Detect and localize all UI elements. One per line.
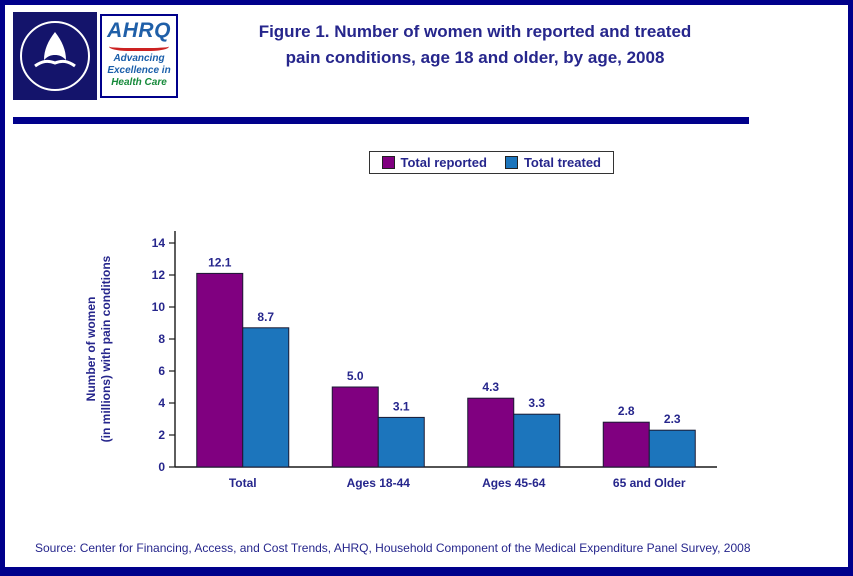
- logo-group: AHRQ Advancing Excellence in Health Care: [13, 12, 178, 100]
- ahrq-tagline-line3: Health Care: [111, 77, 167, 88]
- legend-item: Total treated: [504, 155, 601, 170]
- bar-value-label: 2.3: [664, 412, 681, 426]
- bar-reported: [196, 272, 244, 468]
- bar-value-label: 2.8: [618, 404, 635, 418]
- legend-item: Total reported: [381, 155, 487, 170]
- figure-title: Figure 1. Number of women with reported …: [175, 19, 775, 71]
- bar-chart: Number of women(in millions) with pain c…: [84, 231, 717, 490]
- header-divider: [13, 117, 749, 124]
- bar-reported: [602, 421, 650, 468]
- y-tick-label: 4: [158, 396, 165, 410]
- bar-value-label: 5.0: [347, 369, 364, 383]
- bar-reported: [331, 386, 379, 468]
- bar-treated: [648, 429, 696, 468]
- legend-label: Total treated: [523, 155, 601, 170]
- figure-title-line1: Figure 1. Number of women with reported …: [258, 22, 692, 41]
- bar-value-label: 3.3: [528, 396, 545, 410]
- ahrq-tagline-line1: Advancing: [113, 53, 165, 64]
- source-note: Source: Center for Financing, Access, an…: [35, 541, 751, 555]
- bar-treated: [377, 416, 425, 468]
- ahrq-logo-swoosh-icon: [109, 42, 169, 51]
- bar-treated: [242, 327, 290, 468]
- y-tick-label: 8: [158, 332, 165, 346]
- legend-swatch-icon: [504, 156, 518, 169]
- ahrq-logo-wordmark: AHRQ: [107, 19, 171, 42]
- hhs-seal-graphic: [20, 21, 90, 91]
- bar-reported: [467, 397, 515, 468]
- bar-value-label: 12.1: [208, 255, 232, 269]
- y-tick-label: 12: [152, 268, 166, 282]
- ahrq-tagline-line2: Excellence in: [107, 65, 171, 76]
- bar-value-label: 3.1: [393, 399, 410, 413]
- ahrq-logo: AHRQ Advancing Excellence in Health Care: [100, 14, 178, 98]
- hhs-seal-icon: [13, 12, 97, 100]
- figure-title-line2: pain conditions, age 18 and older, by ag…: [285, 48, 665, 67]
- bar-value-label: 4.3: [482, 380, 499, 394]
- y-tick-label: 10: [152, 300, 166, 314]
- x-category-label: Ages 18-44: [347, 476, 411, 490]
- legend-label: Total reported: [400, 155, 487, 170]
- x-category-label: Total: [229, 476, 257, 490]
- x-category-label: 65 and Older: [613, 476, 686, 490]
- chart-legend: Total reported Total treated: [368, 151, 614, 174]
- y-tick-label: 2: [158, 428, 165, 442]
- y-tick-label: 14: [152, 236, 166, 250]
- ahrq-tagline: Advancing Excellence in Health Care: [102, 53, 176, 89]
- bar-treated: [513, 413, 561, 468]
- legend-swatch-icon: [381, 156, 395, 169]
- y-axis-label: Number of women(in millions) with pain c…: [84, 255, 113, 442]
- y-tick-label: 0: [158, 460, 165, 474]
- x-category-label: Ages 45-64: [482, 476, 546, 490]
- bar-value-label: 8.7: [257, 310, 274, 324]
- y-tick-label: 6: [158, 364, 165, 378]
